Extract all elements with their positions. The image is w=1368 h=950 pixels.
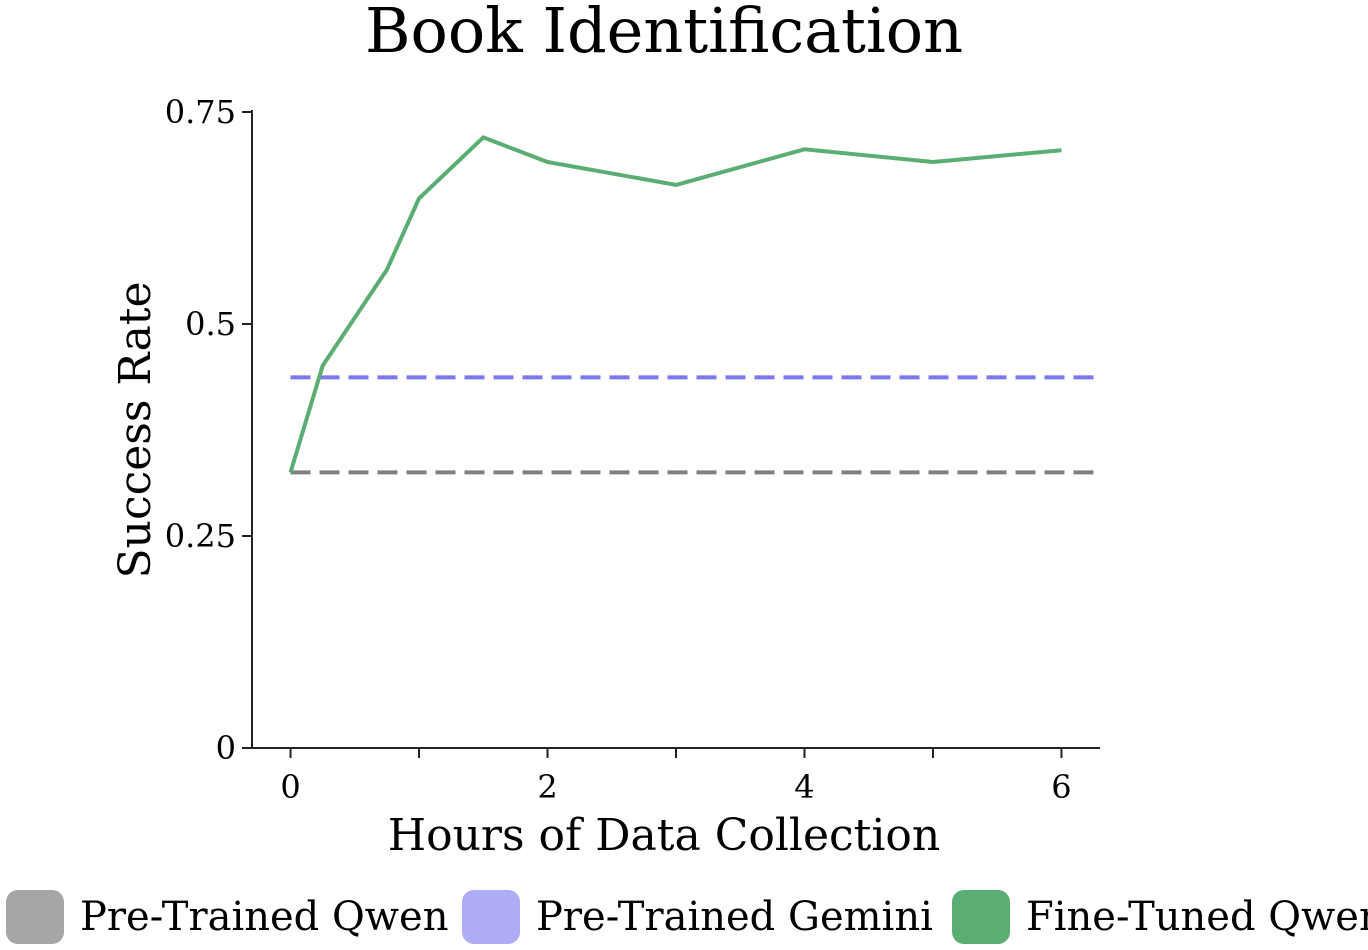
legend-item-pretrained-gemini: Pre-Trained Gemini (462, 890, 933, 944)
y-axis-label: Success Rate (110, 281, 161, 578)
y-tick-label: 0 (216, 729, 236, 767)
legend-swatch-finetuned-qwen (952, 890, 1010, 944)
legend-label-pretrained-qwen: Pre-Trained Qwen (80, 894, 449, 940)
chart-title: Book Identification (365, 0, 963, 67)
y-tick-label: 0.5 (185, 305, 236, 343)
x-tick-label: 0 (280, 768, 300, 806)
series-line-fine-tuned-qwen (288, 135, 1062, 473)
x-tick-label: 2 (537, 768, 557, 806)
legend-item-pretrained-qwen: Pre-Trained Qwen (6, 890, 448, 944)
legend: Pre-Trained Qwen Pre-Trained Gemini Fine… (0, 886, 1368, 950)
legend-swatch-pretrained-qwen (6, 890, 64, 944)
legend-label-finetuned-qwen: Fine-Tuned Qwen (1026, 894, 1368, 940)
legend-swatch-pretrained-gemini (462, 890, 520, 944)
y-tick-label: 0.75 (165, 93, 236, 131)
x-tick-label: 4 (794, 768, 814, 806)
legend-item-finetuned-qwen: Fine-Tuned Qwen (952, 890, 1368, 944)
x-tick-label: 6 (1051, 768, 1071, 806)
plot-area: 0 0.25 0.5 0.75 0 2 4 6 (165, 93, 1100, 806)
x-axis-label: Hours of Data Collection (388, 810, 941, 861)
y-tick-label: 0.25 (165, 517, 236, 555)
line-chart: Book Identification Success Rate Hours o… (110, 0, 1100, 861)
legend-label-pretrained-gemini: Pre-Trained Gemini (536, 894, 933, 940)
